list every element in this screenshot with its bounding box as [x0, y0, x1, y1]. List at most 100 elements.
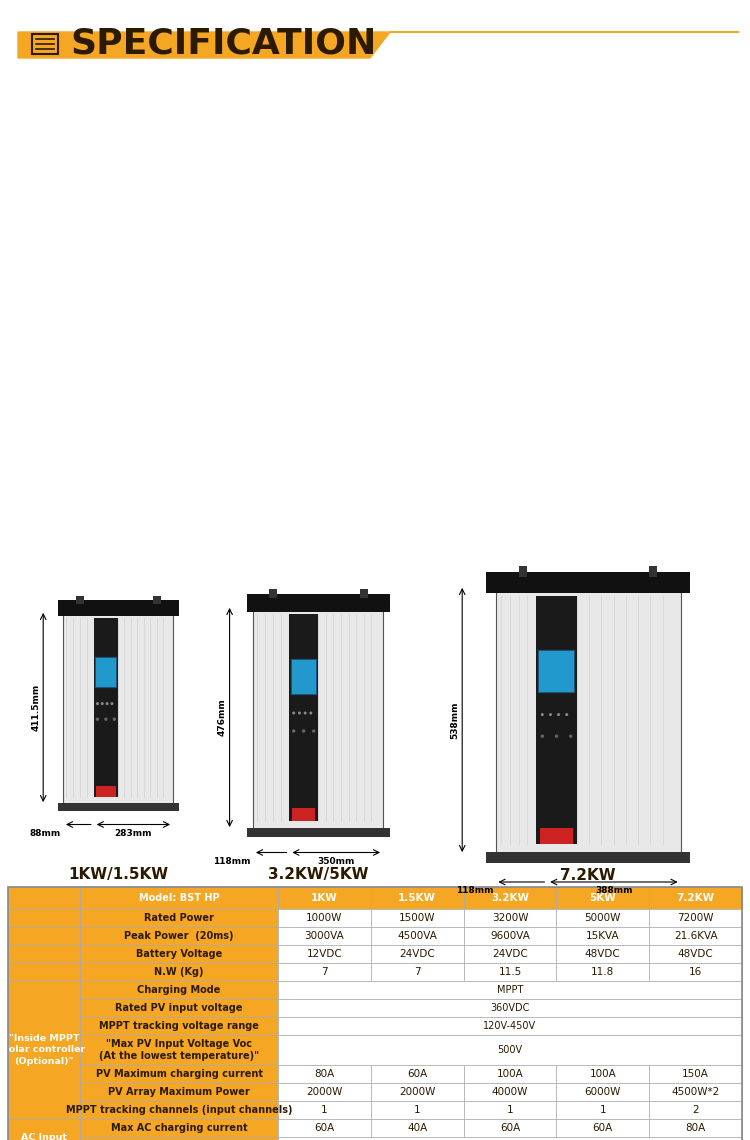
- Text: 2000W: 2000W: [399, 1088, 436, 1097]
- Bar: [649, 567, 657, 577]
- Bar: [650, 963, 742, 982]
- Bar: [370, 945, 464, 963]
- Bar: [253, 605, 383, 830]
- Circle shape: [106, 702, 108, 705]
- Circle shape: [313, 730, 315, 732]
- Circle shape: [292, 730, 295, 732]
- Bar: [32, 34, 58, 54]
- Text: 9600VA: 9600VA: [490, 931, 530, 940]
- Bar: [650, 909, 742, 927]
- Bar: [556, 1119, 650, 1137]
- Bar: [556, 963, 650, 982]
- Text: MPPT: MPPT: [496, 985, 523, 995]
- Bar: [556, 927, 650, 945]
- Text: Peak Power  (20ms): Peak Power (20ms): [124, 931, 234, 940]
- Text: 1KW: 1KW: [311, 893, 338, 903]
- Text: 150A: 150A: [682, 1069, 709, 1078]
- Text: 283mm: 283mm: [115, 829, 152, 838]
- Text: 40A: 40A: [407, 1123, 428, 1133]
- Bar: [359, 589, 368, 598]
- Bar: [556, 887, 650, 909]
- Text: 500V: 500V: [497, 1045, 523, 1055]
- Circle shape: [97, 718, 98, 720]
- Bar: [80, 963, 278, 982]
- Text: 1000W: 1000W: [306, 913, 343, 923]
- Bar: [556, 1101, 650, 1119]
- Text: 80A: 80A: [314, 1069, 334, 1078]
- Text: Charging Mode: Charging Mode: [137, 985, 220, 995]
- Circle shape: [556, 735, 557, 738]
- Bar: [58, 803, 178, 811]
- Bar: [556, 1083, 650, 1101]
- Bar: [8, 945, 80, 963]
- Text: N.W (Kg): N.W (Kg): [154, 967, 204, 977]
- Bar: [80, 1065, 278, 1083]
- Bar: [152, 596, 160, 604]
- Bar: [556, 909, 650, 927]
- Bar: [80, 1101, 278, 1119]
- Circle shape: [542, 735, 543, 738]
- Text: Rated Power: Rated Power: [144, 913, 214, 923]
- Circle shape: [558, 714, 560, 716]
- Text: 1: 1: [599, 1105, 606, 1115]
- Text: 100A: 100A: [590, 1069, 616, 1078]
- Bar: [650, 1101, 742, 1119]
- Bar: [278, 999, 742, 1017]
- Bar: [464, 887, 556, 909]
- Circle shape: [293, 712, 295, 714]
- Bar: [370, 1101, 464, 1119]
- Text: 1.5KW: 1.5KW: [398, 893, 436, 903]
- Text: 60A: 60A: [500, 1123, 520, 1133]
- Bar: [464, 909, 556, 927]
- Polygon shape: [18, 32, 390, 58]
- Bar: [80, 927, 278, 945]
- Text: 60A: 60A: [407, 1069, 428, 1078]
- Text: 1: 1: [321, 1105, 328, 1115]
- Text: 2: 2: [692, 1105, 699, 1115]
- Text: Max AC charging current: Max AC charging current: [111, 1123, 248, 1133]
- Text: 4500VA: 4500VA: [398, 931, 437, 940]
- Text: "Max PV Input Voltage Voc
(At the lowest temperature)": "Max PV Input Voltage Voc (At the lowest…: [99, 1040, 259, 1061]
- Text: 60A: 60A: [314, 1123, 334, 1133]
- Text: Battery Voltage: Battery Voltage: [136, 948, 222, 959]
- Circle shape: [542, 714, 543, 716]
- Bar: [247, 594, 389, 612]
- Bar: [278, 887, 370, 909]
- Bar: [556, 945, 650, 963]
- Bar: [80, 945, 278, 963]
- Text: Model: BST HP: Model: BST HP: [139, 893, 219, 903]
- Text: SPECIFICATION: SPECIFICATION: [70, 26, 376, 60]
- Bar: [80, 909, 278, 927]
- Text: 21.6KVA: 21.6KVA: [674, 931, 718, 940]
- Text: AC Input: AC Input: [21, 1132, 67, 1140]
- Bar: [278, 982, 742, 999]
- Bar: [486, 571, 690, 593]
- Bar: [650, 1065, 742, 1083]
- Bar: [80, 1017, 278, 1035]
- Circle shape: [566, 714, 568, 716]
- Text: 1: 1: [414, 1105, 421, 1115]
- Text: 118mm: 118mm: [214, 856, 251, 865]
- Text: MPPT tracking voltage range: MPPT tracking voltage range: [99, 1021, 259, 1031]
- Bar: [80, 982, 278, 999]
- Bar: [519, 567, 527, 577]
- Bar: [76, 596, 83, 604]
- Bar: [268, 589, 277, 598]
- Text: 1: 1: [507, 1105, 513, 1115]
- Bar: [464, 963, 556, 982]
- Text: 11.5: 11.5: [498, 967, 522, 977]
- Bar: [370, 887, 464, 909]
- Bar: [650, 945, 742, 963]
- Text: 411.5mm: 411.5mm: [32, 684, 40, 731]
- Circle shape: [570, 735, 572, 738]
- Text: 6000W: 6000W: [584, 1088, 621, 1097]
- Bar: [539, 651, 574, 692]
- Bar: [370, 963, 464, 982]
- Text: 388mm: 388mm: [596, 886, 633, 895]
- Bar: [370, 927, 464, 945]
- Text: "Inside MPPT
Solar controller
(Optional)": "Inside MPPT Solar controller (Optional)…: [2, 1034, 86, 1066]
- Bar: [8, 963, 80, 982]
- Bar: [291, 659, 316, 695]
- Circle shape: [113, 718, 116, 720]
- Bar: [63, 610, 173, 805]
